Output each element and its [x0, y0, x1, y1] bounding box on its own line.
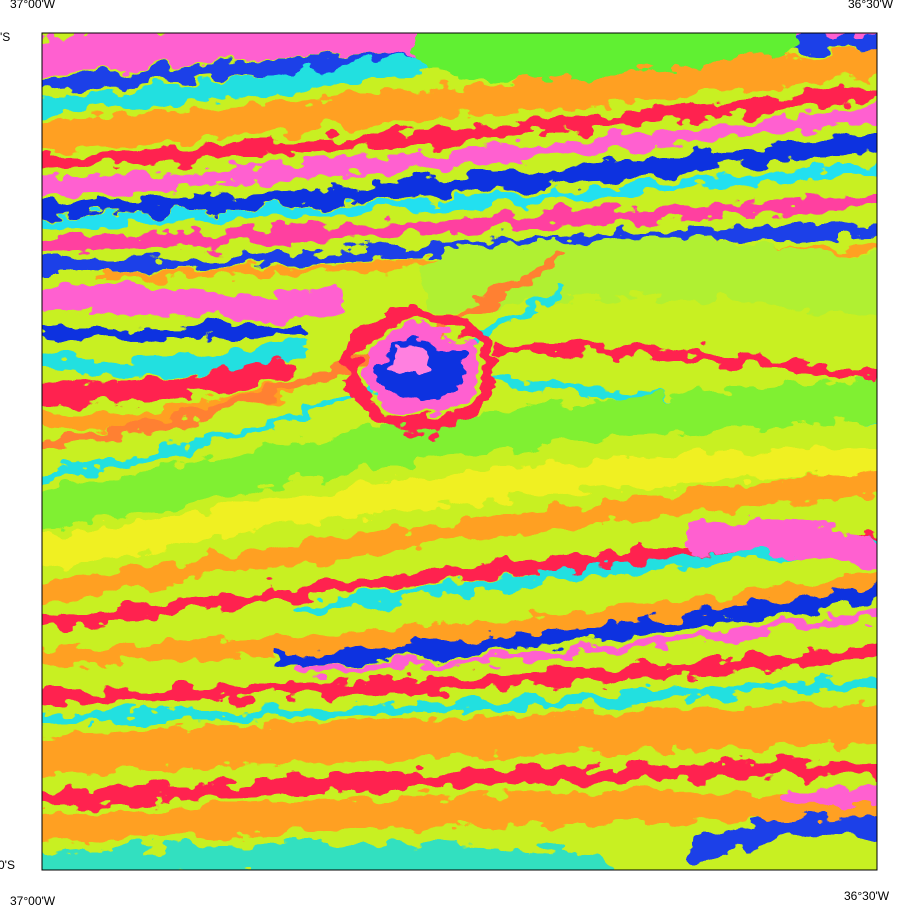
- lon-label: 37°00'W: [10, 894, 56, 908]
- lon-label: 36°30'W: [848, 0, 894, 11]
- lat-label: 'S: [0, 30, 10, 44]
- lat-label: 0'S: [0, 858, 15, 872]
- anomaly-map: [42, 33, 877, 870]
- lon-label: 36°30'W: [844, 889, 890, 903]
- map-frame: [41, 32, 878, 871]
- lon-label: 37°00'W: [10, 0, 56, 11]
